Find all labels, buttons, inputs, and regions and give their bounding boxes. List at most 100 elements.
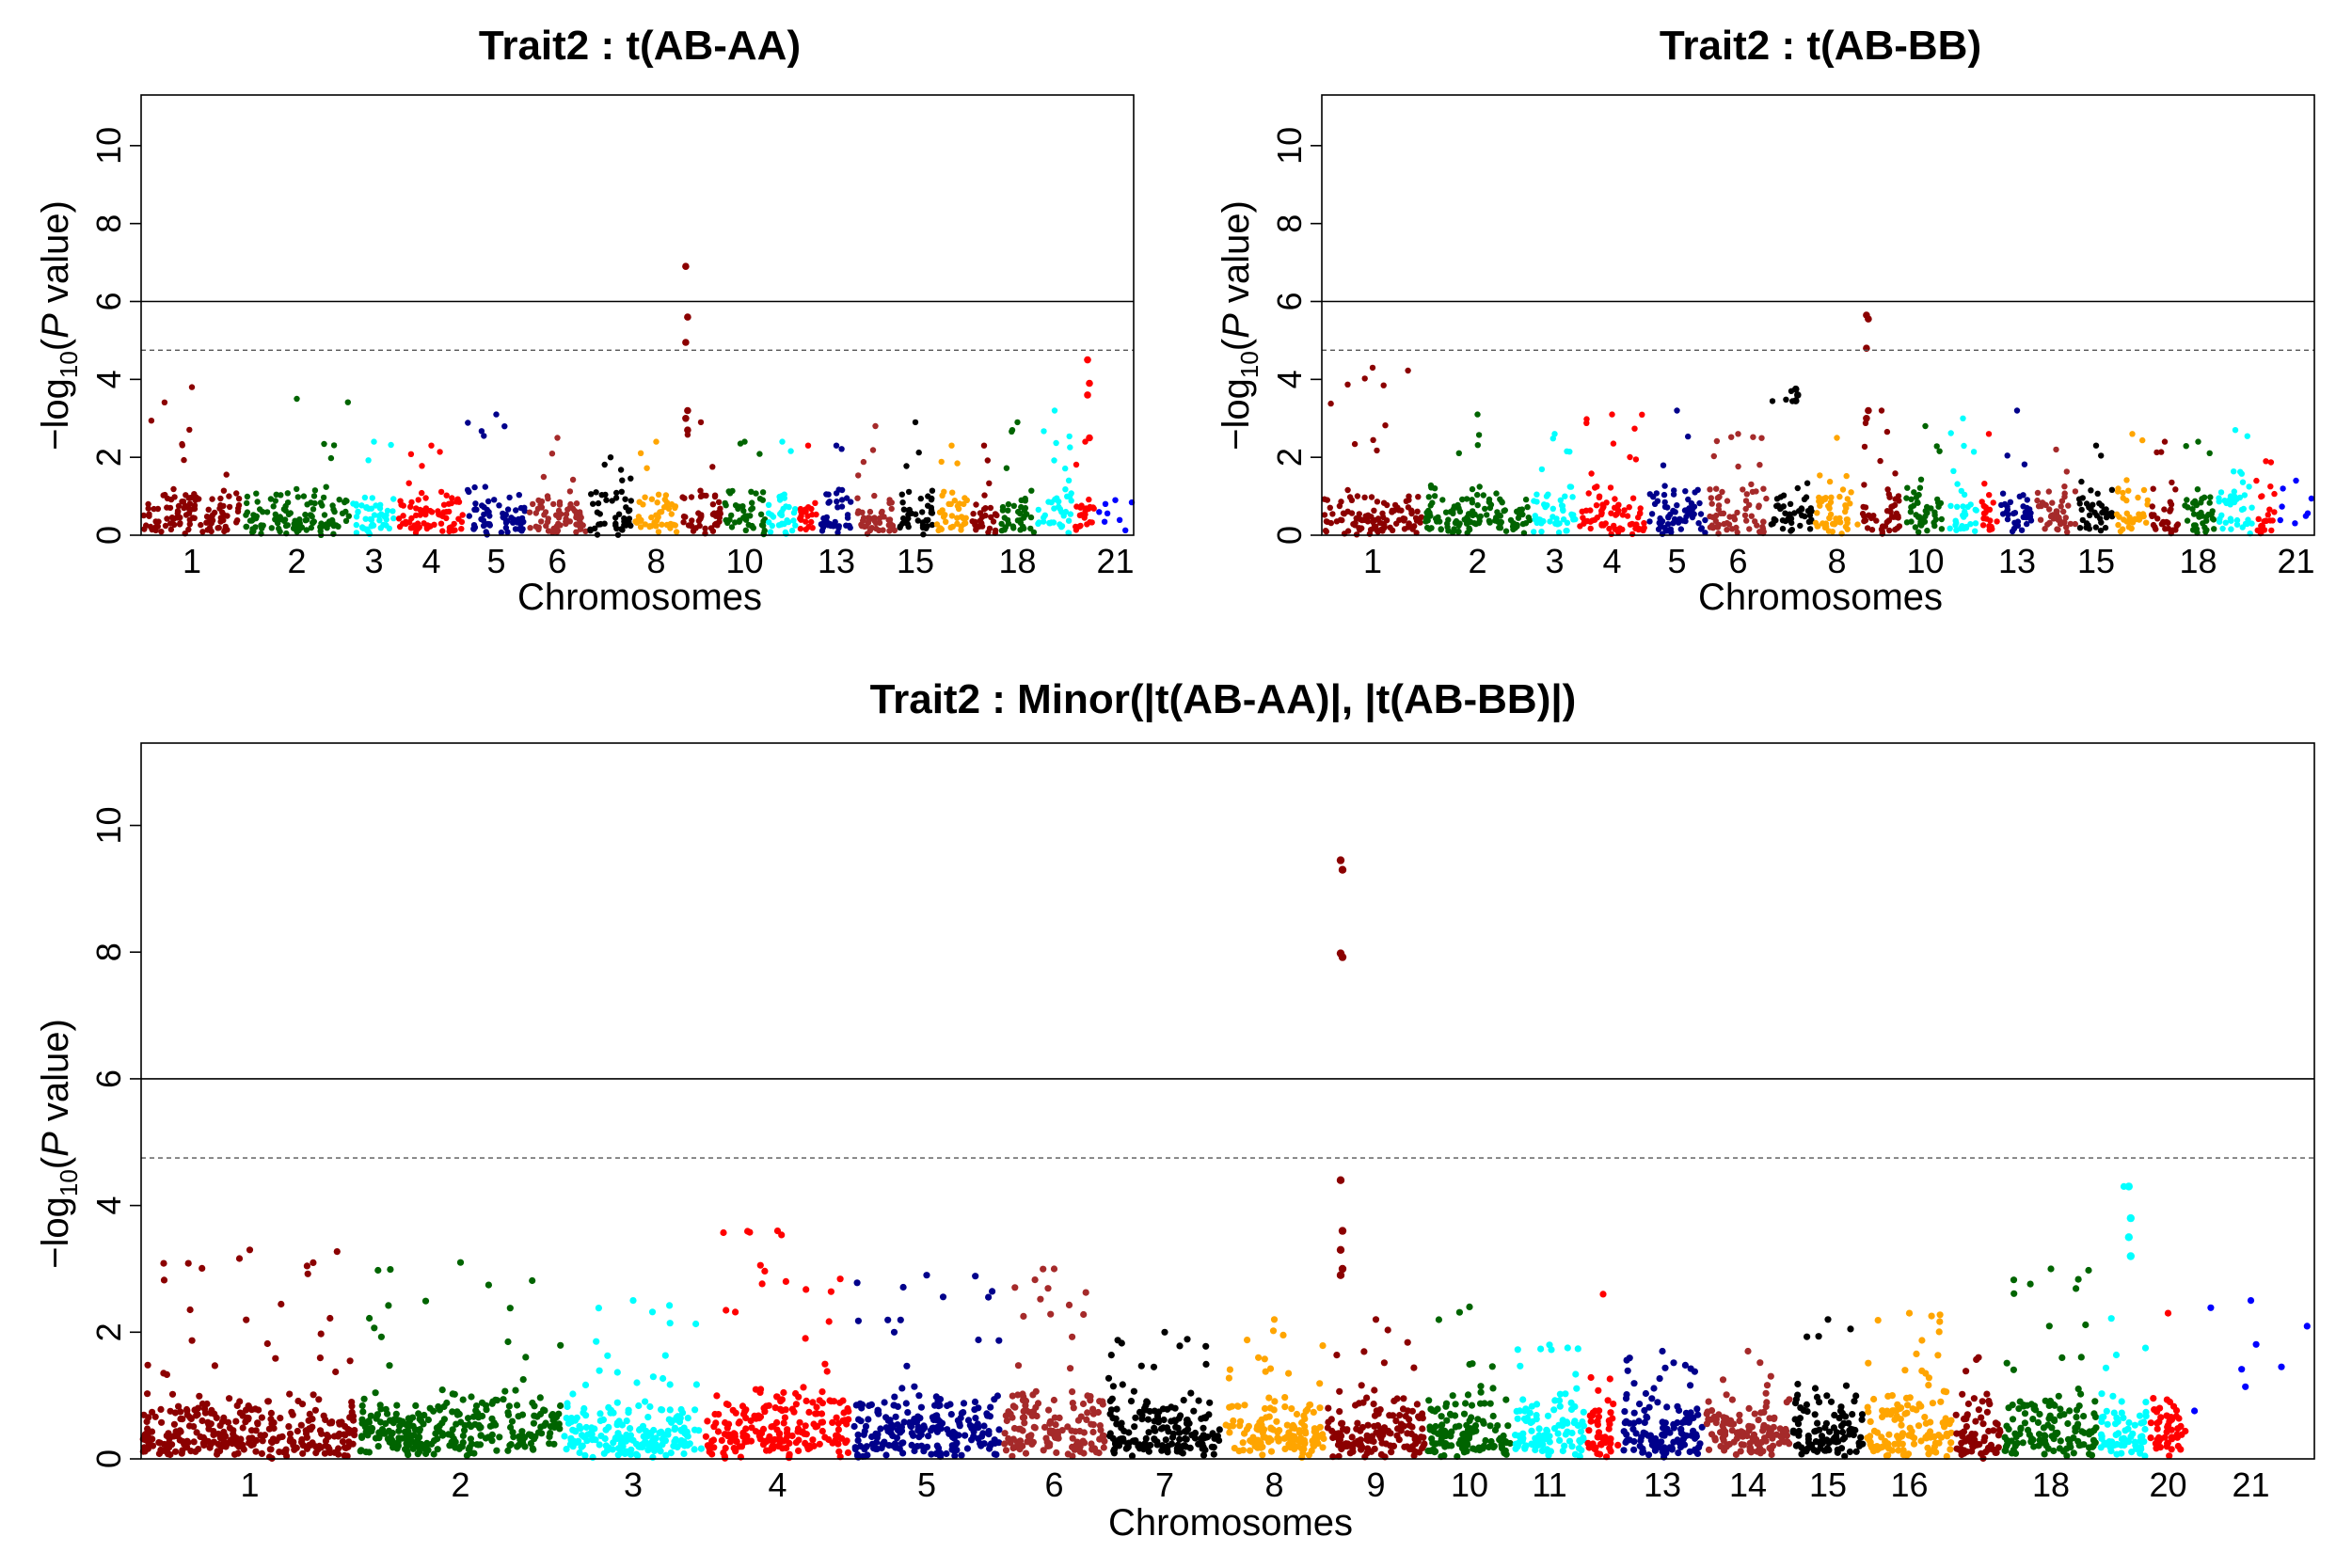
snp-point: [1652, 1437, 1660, 1446]
snp-point: [2026, 506, 2033, 513]
snp-point: [1884, 486, 1891, 493]
snp-point: [1405, 367, 1411, 374]
snp-point: [1177, 1449, 1184, 1456]
snp-point: [1027, 514, 1035, 521]
snp-point: [2240, 505, 2247, 513]
snp-point: [947, 1411, 955, 1418]
snp-point: [461, 1421, 469, 1430]
snp-point: [518, 1437, 527, 1445]
snp-point: [1892, 514, 1899, 520]
snp-point: [1884, 1445, 1893, 1452]
snp-point: [1903, 495, 1910, 501]
snp-point: [1528, 1402, 1535, 1410]
snp-point: [953, 1447, 961, 1454]
snp-point: [912, 419, 919, 426]
snp-point: [1028, 487, 1035, 494]
snp-point: [881, 1399, 888, 1406]
snp-point: [802, 1422, 809, 1430]
snp-point: [628, 475, 634, 482]
snp-point: [1844, 496, 1851, 502]
snp-point: [353, 500, 359, 507]
snp-point: [839, 1397, 847, 1404]
snp-point: [848, 499, 854, 505]
snp-point: [929, 510, 936, 516]
snp-point: [715, 499, 723, 505]
snp-point: [2149, 503, 2155, 510]
snp-point: [217, 495, 224, 502]
snp-point: [975, 1404, 982, 1412]
snp-point: [2271, 490, 2278, 498]
snp-point: [140, 1444, 148, 1451]
snp-point: [346, 1357, 354, 1365]
snp-point: [438, 1386, 446, 1394]
snp-point: [531, 1402, 538, 1410]
snp-point: [1131, 1438, 1139, 1446]
snp-point: [1375, 1421, 1382, 1430]
snp-point: [985, 529, 992, 536]
snp-point: [1276, 1427, 1283, 1434]
snp-point: [432, 1430, 439, 1437]
snp-point: [199, 1264, 206, 1272]
snp-point: [1917, 1402, 1925, 1410]
snp-point: [1612, 496, 1618, 502]
snp-point: [517, 504, 525, 512]
snp-point: [534, 505, 542, 513]
snp-point: [601, 461, 608, 468]
snp-point: [1009, 427, 1016, 434]
snp-point: [1359, 1399, 1367, 1406]
snp-point: [929, 1414, 937, 1421]
snp-point: [1696, 499, 1703, 507]
snp-point: [1400, 1422, 1407, 1430]
snp-point: [1016, 1446, 1024, 1453]
snp-point: [306, 1425, 313, 1433]
snp-point: [1138, 1416, 1146, 1423]
snp-point: [1591, 1407, 1599, 1415]
snp-point: [854, 1436, 862, 1444]
snp-point: [885, 1442, 893, 1449]
snp-point: [1637, 505, 1644, 512]
snp-point: [923, 1272, 930, 1279]
snp-point: [1674, 502, 1680, 509]
snp-point: [1073, 503, 1080, 510]
snp-point: [980, 1440, 988, 1448]
snp-point: [654, 499, 660, 506]
snp-point: [553, 512, 560, 518]
snp-point: [318, 1430, 326, 1437]
snp-point: [2049, 499, 2056, 506]
snp-point: [1563, 1418, 1570, 1426]
snp-point: [924, 523, 930, 530]
snp-point: [2072, 488, 2079, 495]
snp-point: [871, 492, 878, 499]
snp-point: [244, 493, 251, 500]
snp-point: [1358, 1446, 1365, 1453]
snp-point: [1762, 1389, 1770, 1397]
snp-point: [1720, 1425, 1727, 1433]
snp-point: [1980, 510, 1988, 516]
snp-point: [677, 1405, 685, 1414]
snp-point: [360, 1395, 368, 1402]
snp-point: [461, 1427, 469, 1434]
snp-point: [1389, 527, 1396, 533]
snp-point: [872, 422, 879, 430]
snp-point: [1759, 1427, 1767, 1434]
snp-point: [1065, 530, 1072, 536]
snp-point: [627, 1425, 634, 1433]
snp-point: [1567, 483, 1575, 490]
snp-point: [2237, 468, 2244, 475]
snp-point: [1915, 491, 1922, 499]
snp-point: [345, 513, 352, 519]
snp-point: [628, 498, 634, 504]
snp-point: [1741, 512, 1749, 519]
snp-point: [465, 1415, 472, 1422]
snp-point: [1748, 481, 1755, 488]
snp-point: [519, 526, 526, 532]
snp-point: [472, 500, 479, 507]
snp-point: [267, 1409, 275, 1417]
snp-point: [1081, 515, 1088, 521]
snp-point: [1325, 1404, 1332, 1412]
snp-point: [1404, 1338, 1411, 1346]
snp-point: [2098, 502, 2106, 509]
snp-point: [529, 1276, 536, 1285]
snp-point: [1987, 1441, 1994, 1449]
snp-point: [514, 1443, 521, 1450]
